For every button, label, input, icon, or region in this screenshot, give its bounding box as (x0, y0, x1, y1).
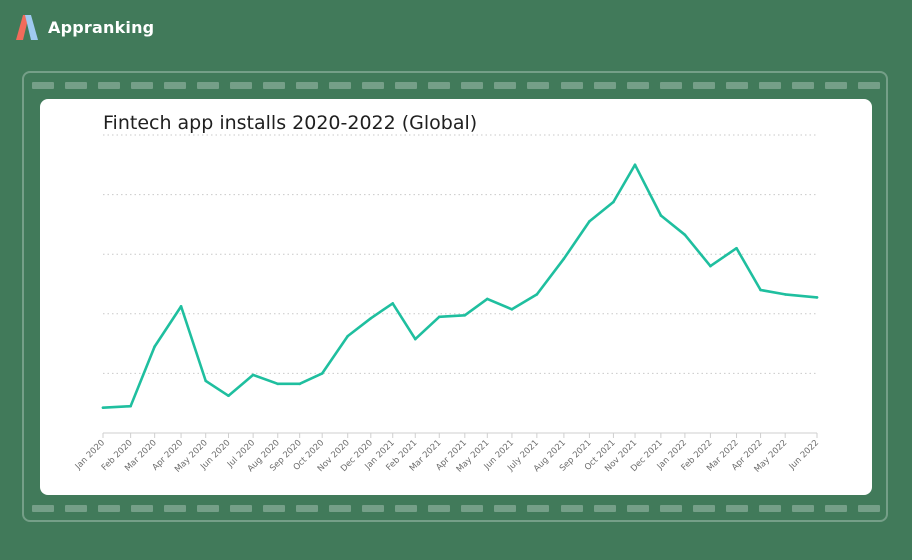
data-point (276, 382, 280, 386)
border-dash (593, 82, 616, 89)
border-dash (857, 82, 880, 89)
border-dash (32, 82, 54, 89)
border-dash (329, 505, 352, 512)
top-dash-border (32, 82, 880, 90)
data-point (759, 288, 762, 292)
border-dash (65, 82, 88, 89)
border-dash (329, 82, 352, 89)
series-line (101, 163, 819, 409)
border-dash (230, 505, 253, 512)
border-dash (98, 505, 121, 512)
border-dash (263, 82, 286, 89)
brand: Appranking (14, 12, 154, 42)
data-point (683, 233, 687, 237)
border-dash (197, 82, 220, 89)
data-point (227, 394, 230, 398)
bottom-dash-border (32, 505, 880, 513)
border-dash (659, 82, 682, 89)
data-point (562, 257, 566, 260)
border-dash (593, 505, 616, 512)
border-dash (395, 82, 418, 89)
data-point (179, 305, 183, 308)
data-point (153, 345, 156, 348)
border-dash (494, 82, 517, 89)
border-dash (98, 82, 121, 89)
border-dash (164, 82, 187, 89)
data-point (413, 337, 417, 341)
data-point (251, 373, 255, 377)
border-dash (659, 505, 682, 512)
border-dash (626, 505, 649, 512)
data-point (298, 382, 301, 386)
x-tick-label: Jun 2022 (787, 438, 821, 472)
border-dash (626, 82, 649, 89)
border-dash (824, 505, 847, 512)
data-point (735, 246, 738, 250)
border-dash (725, 505, 748, 512)
border-dash (857, 505, 880, 512)
data-point (588, 220, 591, 223)
border-dash (692, 82, 715, 89)
data-point (320, 372, 324, 375)
data-point (463, 313, 467, 317)
data-point (815, 296, 819, 299)
border-dash (560, 505, 583, 512)
appranking-logo-icon (16, 15, 38, 40)
data-point (129, 404, 132, 408)
data-point (510, 308, 514, 311)
data-point (659, 214, 663, 217)
border-dash (692, 505, 715, 512)
data-point (633, 163, 637, 167)
border-dash (131, 505, 154, 512)
border-dash (362, 505, 385, 512)
data-point (369, 316, 373, 320)
chart-frame (22, 71, 888, 522)
border-dash (395, 505, 418, 512)
border-dash (791, 82, 814, 89)
chart-card: Fintech app installs 2020-2022 (Global) … (40, 99, 872, 495)
border-dash (296, 82, 319, 89)
border-dash (428, 82, 451, 89)
border-dash (527, 82, 550, 89)
border-dash (758, 82, 781, 89)
border-dash (791, 505, 814, 512)
data-point (709, 264, 712, 268)
border-dash (65, 505, 88, 512)
data-point (437, 315, 441, 319)
border-dash (461, 505, 484, 512)
border-dash (362, 82, 385, 89)
border-dash (296, 505, 319, 512)
border-dash (230, 82, 253, 89)
border-dash (560, 82, 583, 89)
border-dash (461, 82, 484, 89)
data-point (346, 334, 350, 338)
border-dash (263, 505, 286, 512)
data-point (391, 302, 395, 305)
border-dash (197, 505, 220, 512)
data-point (204, 379, 207, 383)
border-dash (164, 505, 187, 512)
border-dash (32, 505, 54, 512)
border-dash (131, 82, 154, 89)
border-dash (824, 82, 847, 89)
data-point (486, 297, 489, 301)
data-point (101, 406, 105, 409)
chart-title: Fintech app installs 2020-2022 (Global) (103, 112, 478, 134)
data-point (535, 293, 539, 296)
border-dash (428, 505, 451, 512)
brand-name: Appranking (48, 17, 155, 37)
data-point (783, 293, 787, 296)
border-dash (725, 82, 748, 89)
border-dash (494, 505, 517, 512)
border-dash (527, 505, 550, 512)
data-point (612, 200, 615, 204)
border-dash (758, 505, 781, 512)
